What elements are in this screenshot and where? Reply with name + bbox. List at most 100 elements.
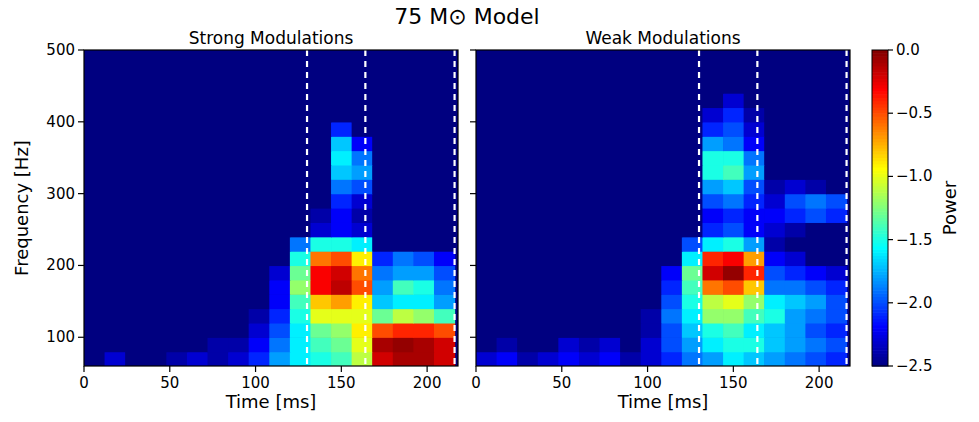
cell bbox=[805, 179, 826, 194]
cell bbox=[476, 280, 497, 295]
cell bbox=[187, 107, 208, 122]
cell bbox=[661, 323, 682, 338]
cell bbox=[744, 237, 765, 252]
cell bbox=[661, 352, 682, 366]
cell bbox=[146, 151, 167, 166]
cell bbox=[558, 79, 579, 94]
cell bbox=[805, 122, 826, 137]
cell bbox=[413, 208, 434, 223]
cell bbox=[413, 165, 434, 180]
cell bbox=[723, 179, 744, 194]
cell bbox=[372, 208, 393, 223]
cell bbox=[600, 323, 621, 338]
cell bbox=[434, 50, 455, 65]
subtitle: Weak Modulations bbox=[585, 28, 740, 48]
cell bbox=[641, 265, 662, 280]
cell bbox=[764, 194, 785, 209]
cell bbox=[331, 93, 352, 108]
cell bbox=[372, 237, 393, 252]
cell bbox=[166, 93, 187, 108]
cell bbox=[125, 151, 146, 166]
cell bbox=[723, 107, 744, 122]
cell bbox=[434, 265, 455, 280]
cell bbox=[413, 237, 434, 252]
x-tick-label: 200 bbox=[413, 374, 442, 392]
cell bbox=[764, 50, 785, 65]
cell bbox=[538, 208, 559, 223]
cell bbox=[558, 107, 579, 122]
cell bbox=[413, 93, 434, 108]
cell bbox=[764, 280, 785, 295]
cell bbox=[641, 136, 662, 151]
x-tick bbox=[427, 366, 428, 372]
cell bbox=[269, 107, 290, 122]
cell bbox=[208, 323, 229, 338]
cell bbox=[805, 352, 826, 366]
cell bbox=[805, 309, 826, 324]
cell bbox=[785, 151, 806, 166]
cell bbox=[413, 337, 434, 352]
cell bbox=[620, 251, 641, 266]
colorbar-tick bbox=[888, 49, 893, 50]
cell bbox=[84, 294, 105, 309]
cell bbox=[702, 265, 723, 280]
cell bbox=[538, 309, 559, 324]
colorbar-tick bbox=[888, 176, 893, 177]
cell bbox=[600, 280, 621, 295]
cell bbox=[476, 136, 497, 151]
cell bbox=[600, 208, 621, 223]
cell bbox=[558, 194, 579, 209]
y-tick-label: 500 bbox=[46, 41, 75, 59]
cell bbox=[538, 352, 559, 366]
cell bbox=[661, 251, 682, 266]
cell bbox=[579, 151, 600, 166]
cell bbox=[249, 107, 270, 122]
cell bbox=[352, 222, 373, 237]
x-tick bbox=[83, 366, 84, 372]
cell bbox=[826, 93, 847, 108]
cell bbox=[723, 79, 744, 94]
cell bbox=[372, 352, 393, 366]
cell bbox=[125, 64, 146, 79]
x-tick-label: 200 bbox=[805, 374, 834, 392]
colorbar-tick-label: −0.5 bbox=[896, 104, 932, 122]
cell bbox=[517, 179, 538, 194]
cell bbox=[187, 79, 208, 94]
cell bbox=[723, 208, 744, 223]
cell bbox=[476, 352, 497, 366]
cell bbox=[579, 294, 600, 309]
cell bbox=[413, 64, 434, 79]
cell bbox=[125, 237, 146, 252]
cell bbox=[249, 50, 270, 65]
cell bbox=[146, 136, 167, 151]
cell bbox=[764, 179, 785, 194]
cell bbox=[84, 122, 105, 137]
cell bbox=[476, 323, 497, 338]
cell bbox=[434, 64, 455, 79]
cell bbox=[538, 251, 559, 266]
cell bbox=[538, 107, 559, 122]
cell bbox=[310, 107, 331, 122]
cell bbox=[600, 222, 621, 237]
cell bbox=[702, 179, 723, 194]
cell bbox=[187, 50, 208, 65]
cell bbox=[146, 280, 167, 295]
cell bbox=[166, 179, 187, 194]
cell bbox=[393, 265, 414, 280]
cell bbox=[331, 136, 352, 151]
cell bbox=[661, 64, 682, 79]
cell bbox=[228, 50, 249, 65]
cell bbox=[744, 309, 765, 324]
cell bbox=[579, 222, 600, 237]
cell bbox=[785, 280, 806, 295]
cell bbox=[249, 64, 270, 79]
cell bbox=[744, 251, 765, 266]
cell bbox=[269, 50, 290, 65]
cell bbox=[352, 50, 373, 65]
cell bbox=[497, 323, 518, 338]
x-tick-label: 150 bbox=[327, 374, 356, 392]
cell bbox=[310, 165, 331, 180]
cell bbox=[84, 352, 105, 366]
cell bbox=[497, 64, 518, 79]
cell bbox=[84, 136, 105, 151]
